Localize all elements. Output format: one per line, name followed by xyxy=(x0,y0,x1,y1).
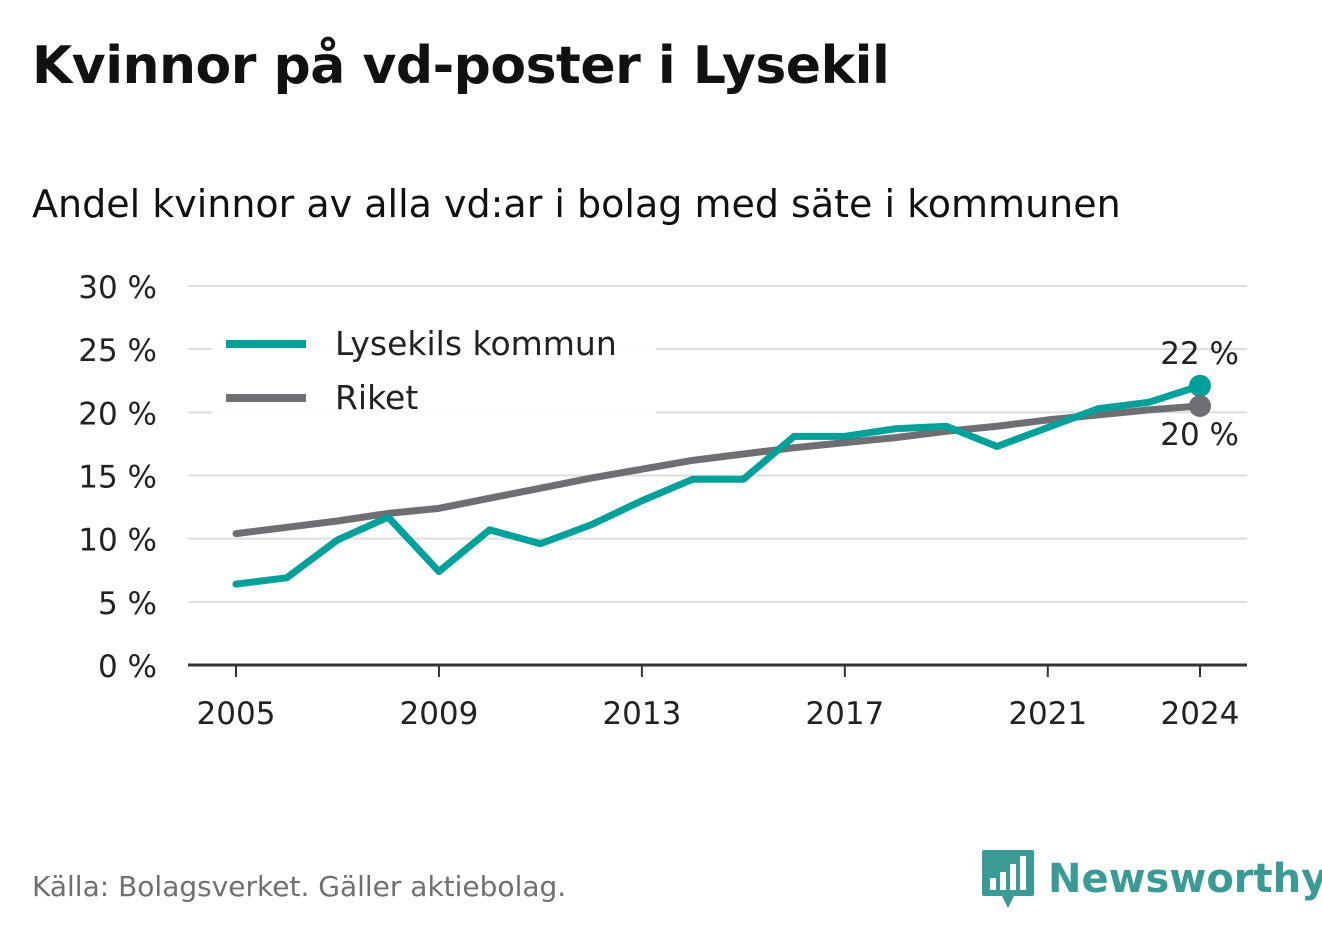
y-tick-label: 20 % xyxy=(78,396,157,432)
y-tick-label: 5 % xyxy=(98,586,157,622)
end-value-label: 20 % xyxy=(1160,417,1239,453)
bar-chart-speech-bubble-icon xyxy=(982,850,1034,908)
legend-label: Lysekils kommun xyxy=(335,324,617,363)
line-chart: 0 % 5 % 10 % 15 % 20 % 25 % 30 % 2005 2009 2013 20… xyxy=(78,270,1247,732)
chart-title: Kvinnor på vd-poster i Lysekil xyxy=(32,36,890,96)
x-tick-label: 2005 xyxy=(197,696,276,732)
x-tick-label: 2021 xyxy=(1008,696,1087,732)
y-tick-label: 0 % xyxy=(98,649,157,685)
chart-subtitle: Andel kvinnor av alla vd:ar i bolag med … xyxy=(32,182,1121,226)
x-tick-label: 2017 xyxy=(805,696,884,732)
y-tick-label: 15 % xyxy=(78,460,157,496)
x-tick-label: 2024 xyxy=(1161,696,1240,732)
series-line-riket xyxy=(232,402,1204,538)
legend-label: Riket xyxy=(335,378,418,417)
y-tick-label: 25 % xyxy=(78,333,157,369)
end-point xyxy=(1189,374,1211,397)
x-tick-label: 2009 xyxy=(399,696,478,732)
brand-logo: Newsworthy xyxy=(980,846,1322,912)
y-tick-label: 30 % xyxy=(78,270,157,306)
brand-name: Newsworthy xyxy=(1048,856,1322,902)
source-note: Källa: Bolagsverket. Gäller aktiebolag. xyxy=(32,870,567,903)
series-line-lysekil xyxy=(232,382,1204,588)
end-value-label: 22 % xyxy=(1160,336,1239,372)
y-tick-label: 10 % xyxy=(78,523,157,559)
x-tick-label: 2013 xyxy=(602,696,681,732)
end-point xyxy=(1189,395,1211,418)
